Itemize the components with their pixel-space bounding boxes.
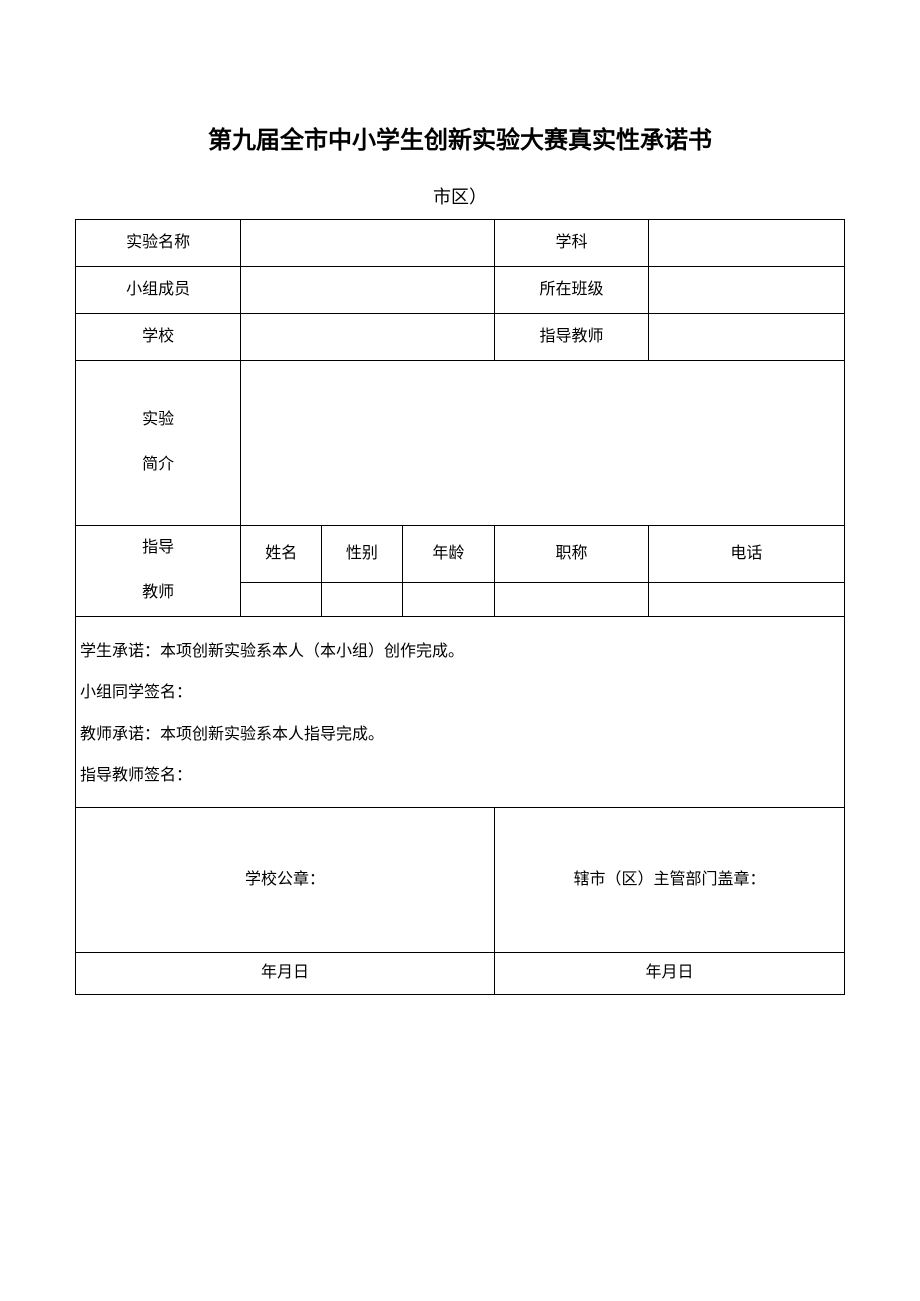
commitment-cell: 学生承诺：本项创新实验系本人（本小组）创作完成。 小组同学签名： 教师承诺：本项…	[76, 616, 845, 807]
school-seal-cell: 学校公章：	[76, 807, 495, 952]
teacher-sign-label: 指导教师签名：	[80, 755, 840, 797]
row-dates: 年月日 年月日	[76, 952, 845, 994]
value-school[interactable]	[241, 314, 495, 361]
student-promise-text: 学生承诺：本项创新实验系本人（本小组）创作完成。	[80, 631, 840, 673]
date-left-cell: 年月日	[76, 952, 495, 994]
col-header-gender: 性别	[322, 526, 403, 583]
form-table: 实验名称 学科 小组成员 所在班级 学校 指导教师 实验 简介 指导 教师 姓名…	[75, 219, 845, 995]
col-header-age: 年龄	[402, 526, 494, 583]
row-teacher-header: 指导 教师 姓名 性别 年龄 职称 电话	[76, 526, 845, 583]
student-sign-label: 小组同学签名：	[80, 672, 840, 714]
value-teacher-phone[interactable]	[648, 582, 844, 616]
label-school: 学校	[76, 314, 241, 361]
label-teacher-line1: 指导	[76, 526, 240, 571]
label-brief: 实验 简介	[76, 361, 241, 526]
row-commitment: 学生承诺：本项创新实验系本人（本小组）创作完成。 小组同学签名： 教师承诺：本项…	[76, 616, 845, 807]
label-brief-line1: 实验	[76, 398, 240, 443]
label-team-members: 小组成员	[76, 267, 241, 314]
row-brief: 实验 简介	[76, 361, 845, 526]
row-experiment-name: 实验名称 学科	[76, 220, 845, 267]
date-right-cell: 年月日	[495, 952, 845, 994]
label-class: 所在班级	[495, 267, 649, 314]
value-supervisor[interactable]	[648, 314, 844, 361]
col-header-name: 姓名	[241, 526, 322, 583]
value-subject[interactable]	[648, 220, 844, 267]
row-school: 学校 指导教师	[76, 314, 845, 361]
row-team-members: 小组成员 所在班级	[76, 267, 845, 314]
label-teacher-line2: 教师	[76, 571, 240, 616]
value-teacher-age[interactable]	[402, 582, 494, 616]
label-teacher-section: 指导 教师	[76, 526, 241, 617]
value-class[interactable]	[648, 267, 844, 314]
label-experiment-name: 实验名称	[76, 220, 241, 267]
row-seals: 学校公章： 辖市（区）主管部门盖章：	[76, 807, 845, 952]
value-teacher-gender[interactable]	[322, 582, 403, 616]
value-teacher-title[interactable]	[495, 582, 649, 616]
page-title: 第九届全市中小学生创新实验大赛真实性承诺书	[75, 120, 845, 155]
label-subject: 学科	[495, 220, 649, 267]
value-team-members[interactable]	[241, 267, 495, 314]
district-seal-cell: 辖市（区）主管部门盖章：	[495, 807, 845, 952]
label-brief-line2: 简介	[76, 443, 240, 488]
value-experiment-name[interactable]	[241, 220, 495, 267]
page-subtitle: 市区）	[75, 183, 845, 209]
col-header-phone: 电话	[648, 526, 844, 583]
col-header-title: 职称	[495, 526, 649, 583]
value-teacher-name[interactable]	[241, 582, 322, 616]
teacher-promise-text: 教师承诺：本项创新实验系本人指导完成。	[80, 714, 840, 756]
value-brief[interactable]	[241, 361, 845, 526]
label-supervisor: 指导教师	[495, 314, 649, 361]
